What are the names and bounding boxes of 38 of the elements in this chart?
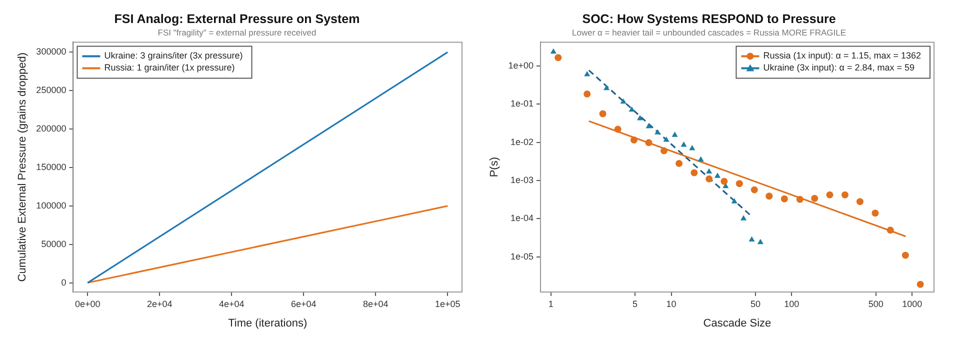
y-tick-label: 1e-01 [510,98,534,109]
legend-label: Ukraine (3x input): α = 2.84, max = 59 [763,62,914,73]
x-axis-title: Time (iterations) [228,317,308,330]
chart-subtitle: Lower α = heavier tail = unbounded cascades = Russia MORE FRAGILE [572,27,846,38]
x-tick-label: 2e+04 [146,298,172,309]
y-tick-label: 250000 [36,85,66,96]
x-tick-label: 0e+00 [74,298,100,309]
chart-title: SOC: How Systems RESPOND to Pressure [582,12,836,26]
chart-subtitle: FSI "fragility" = external pressure received [158,27,316,38]
x-tick-label: 8e+04 [362,298,388,309]
x-tick-label: 4e+04 [218,298,244,309]
y-tick-label: 200000 [36,124,66,134]
chart-title: FSI Analog: External Pressure on System [114,12,360,26]
y-axis-title: Cumulative External Pressure (grains dropped) [16,52,29,282]
y-tick-label: 1e+00 [508,60,534,70]
y-tick-label: 0 [61,277,66,288]
legend-label: Russia: 1 grain/iter (1x pressure) [104,62,235,73]
x-tick-label: 1 [548,298,554,309]
y-tick-label: 1e-05 [510,251,534,262]
y-tick-label: 50000 [41,238,66,249]
x-tick-label: 1000 [902,298,922,309]
y-tick-label: 1e-02 [510,136,534,147]
y-tick-label: 1e-03 [510,174,534,185]
x-tick-label: 6e+04 [290,298,316,309]
x-tick-label: 100 [784,298,800,309]
legend-label: Russia (1x input): α = 1.15, max = 1362 [763,50,922,61]
y-axis-title: P(s) [488,157,501,178]
x-axis-title: Cascade Size [703,317,772,330]
x-tick-label: 500 [868,298,884,309]
y-tick-label: 300000 [36,46,66,57]
x-tick-label: 10 [666,298,676,309]
x-tick-label: 5 [632,298,638,309]
x-tick-label: 50 [750,298,760,309]
y-tick-label: 150000 [36,162,66,172]
x-tick-label: 1e+05 [434,298,460,309]
y-tick-label: 100000 [36,200,66,210]
y-tick-label: 1e-04 [510,213,534,224]
legend-label: Ukraine: 3 grains/iter (3x pressure) [104,50,243,61]
